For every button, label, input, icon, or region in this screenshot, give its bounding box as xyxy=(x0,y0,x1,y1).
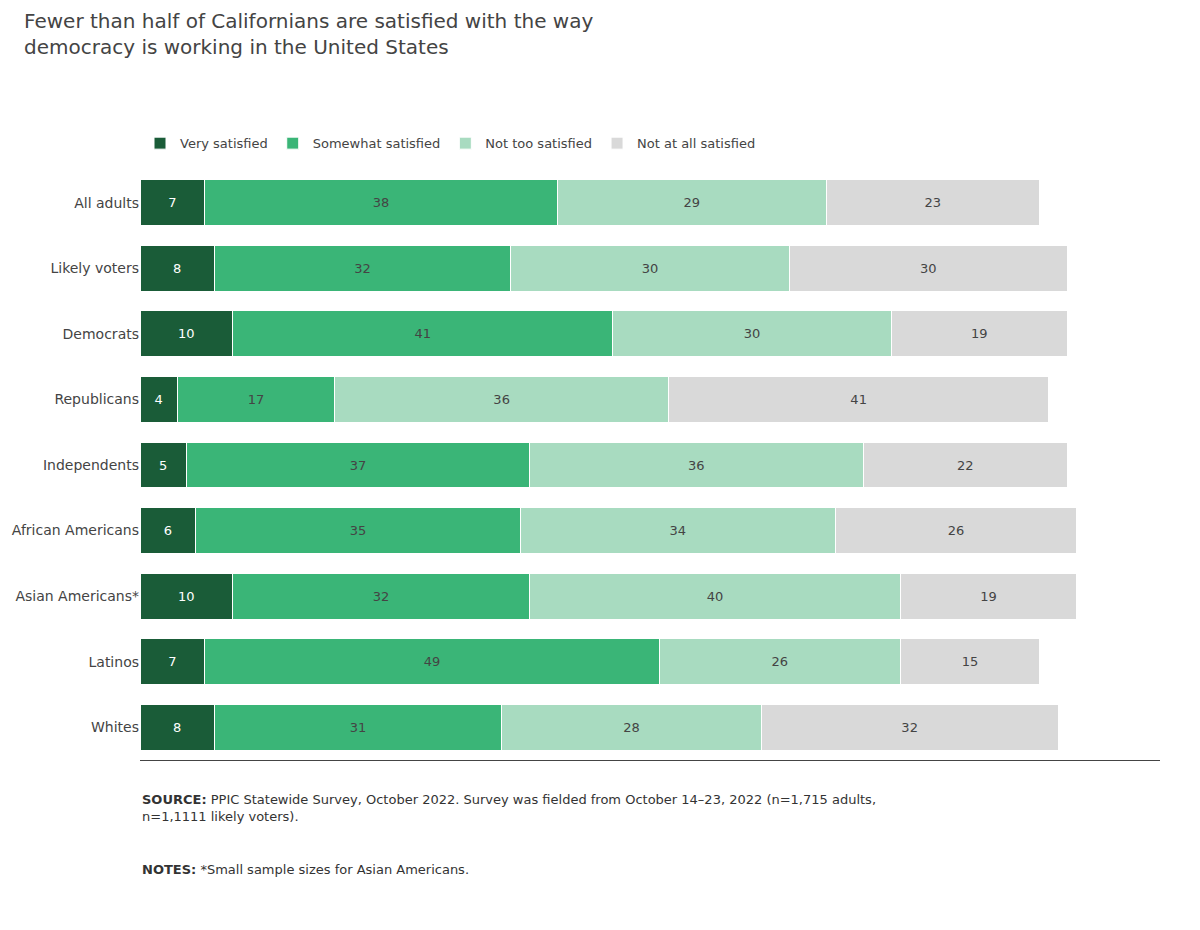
svg-text:19: 19 xyxy=(971,326,988,341)
svg-text:38: 38 xyxy=(373,195,390,210)
svg-text:15: 15 xyxy=(962,654,979,669)
svg-text:8: 8 xyxy=(173,261,181,276)
svg-text:30: 30 xyxy=(642,261,659,276)
svg-text:34: 34 xyxy=(670,523,687,538)
svg-text:32: 32 xyxy=(354,261,371,276)
svg-text:Republicans: Republicans xyxy=(54,391,139,407)
svg-text:10: 10 xyxy=(178,326,195,341)
svg-text:22: 22 xyxy=(957,458,974,473)
svg-text:Asian Americans*: Asian Americans* xyxy=(15,588,139,604)
svg-text:28: 28 xyxy=(623,720,640,735)
svg-text:8: 8 xyxy=(173,720,181,735)
svg-text:30: 30 xyxy=(744,326,761,341)
svg-text:7: 7 xyxy=(168,654,176,669)
svg-text:African Americans: African Americans xyxy=(12,522,139,538)
svg-text:Fewer than half of Californian: Fewer than half of Californians are sati… xyxy=(24,9,593,59)
svg-text:4: 4 xyxy=(154,392,162,407)
svg-text:7: 7 xyxy=(168,195,176,210)
svg-text:30: 30 xyxy=(920,261,937,276)
svg-text:26: 26 xyxy=(948,523,965,538)
svg-text:SOURCE: PPIC Statewide Survey,: SOURCE: PPIC Statewide Survey, October 2… xyxy=(142,792,876,824)
svg-text:26: 26 xyxy=(772,654,789,669)
svg-text:17: 17 xyxy=(248,392,265,407)
svg-text:40: 40 xyxy=(707,589,724,604)
svg-text:35: 35 xyxy=(350,523,367,538)
svg-text:Latinos: Latinos xyxy=(89,654,140,670)
svg-text:Not too satisfied: Not too satisfied xyxy=(485,136,592,151)
svg-text:23: 23 xyxy=(925,195,942,210)
svg-text:36: 36 xyxy=(688,458,705,473)
svg-text:29: 29 xyxy=(683,195,700,210)
svg-text:19: 19 xyxy=(980,589,997,604)
svg-text:Very satisfied: Very satisfied xyxy=(180,136,268,151)
svg-text:All adults: All adults xyxy=(74,195,139,211)
svg-text:Not at all satisfied: Not at all satisfied xyxy=(637,136,755,151)
svg-text:Somewhat satisfied: Somewhat satisfied xyxy=(313,136,441,151)
svg-text:5: 5 xyxy=(159,458,167,473)
svg-text:37: 37 xyxy=(350,458,367,473)
svg-text:Independents: Independents xyxy=(43,457,139,473)
svg-text:31: 31 xyxy=(350,720,367,735)
svg-text:Democrats: Democrats xyxy=(63,326,139,342)
svg-text:32: 32 xyxy=(901,720,918,735)
svg-text:36: 36 xyxy=(493,392,510,407)
svg-text:41: 41 xyxy=(415,326,432,341)
svg-text:Whites: Whites xyxy=(91,719,139,735)
svg-text:49: 49 xyxy=(424,654,441,669)
svg-text:Likely voters: Likely voters xyxy=(50,260,139,276)
svg-text:NOTES: *Small sample sizes for: NOTES: *Small sample sizes for Asian Ame… xyxy=(142,862,469,877)
svg-text:32: 32 xyxy=(373,589,390,604)
svg-text:10: 10 xyxy=(178,589,195,604)
svg-text:41: 41 xyxy=(850,392,867,407)
svg-text:6: 6 xyxy=(164,523,172,538)
